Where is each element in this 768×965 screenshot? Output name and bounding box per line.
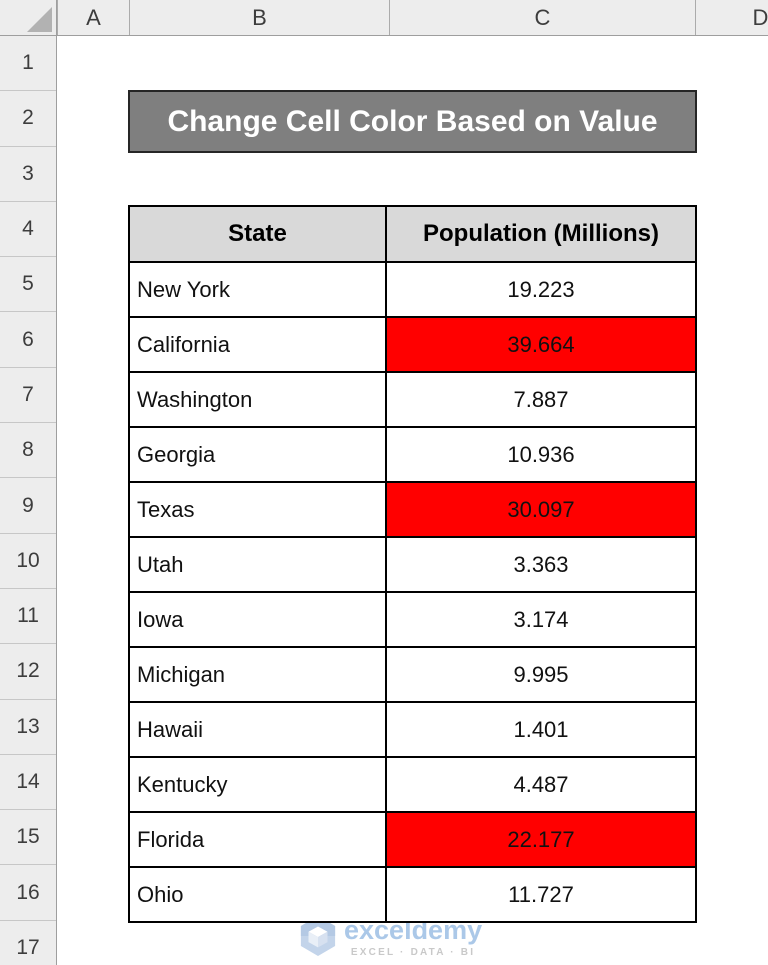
population-cell[interactable]: 10.936 [507, 441, 575, 467]
column-header-c[interactable]: C [389, 0, 695, 35]
table-row: Texas 30.097 [130, 481, 695, 536]
population-cell[interactable]: 22.177 [387, 813, 695, 866]
table-row: Iowa 3.174 [130, 591, 695, 646]
row-header-4[interactable]: 4 [0, 202, 56, 258]
state-cell[interactable]: Iowa [130, 593, 387, 646]
row-header-column: 1 2 3 4 5 6 7 8 9 10 11 12 13 14 15 16 1… [0, 36, 57, 965]
row-header-11[interactable]: 11 [0, 589, 56, 645]
table-row: Florida 22.177 [130, 811, 695, 866]
row-header-8[interactable]: 8 [0, 423, 56, 479]
population-column-header-cell[interactable]: Population (Millions) [387, 207, 695, 261]
row-header-10[interactable]: 10 [0, 534, 56, 589]
row-header-1[interactable]: 1 [0, 36, 56, 92]
population-cell[interactable]: 9.995 [513, 661, 569, 687]
row-header-6[interactable]: 6 [0, 312, 56, 368]
row-header-15[interactable]: 15 [0, 810, 56, 866]
state-cell[interactable]: Hawaii [130, 703, 387, 756]
column-header-bar: A B C D [0, 0, 768, 36]
title-banner[interactable]: Change Cell Color Based on Value [128, 90, 697, 153]
population-cell[interactable]: 7.887 [513, 386, 569, 412]
row-header-3[interactable]: 3 [0, 147, 56, 202]
row-header-9[interactable]: 9 [0, 478, 56, 534]
state-column-header-cell[interactable]: State [130, 207, 387, 261]
state-cell[interactable]: Michigan [130, 648, 387, 701]
row-header-7[interactable]: 7 [0, 368, 56, 424]
row-header-14[interactable]: 14 [0, 755, 56, 811]
title-banner-text: Change Cell Color Based on Value [167, 104, 658, 138]
state-cell[interactable]: Utah [130, 538, 387, 591]
table-header-row: State Population (Millions) [130, 207, 695, 261]
row-header-13[interactable]: 13 [0, 700, 56, 755]
row-header-2[interactable]: 2 [0, 91, 56, 147]
state-cell[interactable]: Ohio [130, 868, 387, 921]
state-cell[interactable]: Kentucky [130, 758, 387, 811]
table-row: Hawaii 1.401 [130, 701, 695, 756]
watermark-tagline: EXCEL · DATA · BI [350, 947, 476, 958]
table-row: Ohio 11.727 [130, 866, 695, 921]
population-cell[interactable]: 19.223 [507, 276, 575, 302]
population-cell[interactable]: 3.363 [513, 551, 569, 577]
state-cell[interactable]: Texas [130, 483, 387, 536]
row-header-12[interactable]: 12 [0, 644, 56, 700]
table-row: New York 19.223 [130, 261, 695, 316]
row-header-17[interactable]: 17 [0, 921, 56, 965]
select-all-triangle-icon [27, 7, 52, 32]
table-row: Kentucky 4.487 [130, 756, 695, 811]
table-row: Georgia 10.936 [130, 426, 695, 481]
select-all-button[interactable] [0, 0, 57, 35]
exceldemy-cube-icon [300, 916, 336, 956]
state-cell[interactable]: Florida [130, 813, 387, 866]
state-cell[interactable]: Washington [130, 373, 387, 426]
row-header-16[interactable]: 16 [0, 865, 56, 921]
table-row: Michigan 9.995 [130, 646, 695, 701]
table-row: Utah 3.363 [130, 536, 695, 591]
state-cell[interactable]: California [130, 318, 387, 371]
state-cell[interactable]: New York [130, 263, 387, 316]
row-header-5[interactable]: 5 [0, 257, 56, 313]
table-row: California 39.664 [130, 316, 695, 371]
population-cell[interactable]: 1.401 [513, 716, 569, 742]
population-cell[interactable]: 11.727 [508, 881, 574, 907]
state-cell[interactable]: Georgia [130, 428, 387, 481]
column-header-d[interactable]: D [695, 0, 768, 35]
population-cell[interactable]: 3.174 [513, 606, 569, 632]
state-population-table: State Population (Millions) New York 19.… [128, 205, 697, 923]
column-header-a[interactable]: A [57, 0, 129, 35]
population-cell[interactable]: 4.487 [513, 771, 569, 797]
table-row: Washington 7.887 [130, 371, 695, 426]
population-cell[interactable]: 39.664 [387, 318, 695, 371]
column-header-b[interactable]: B [129, 0, 389, 35]
population-cell[interactable]: 30.097 [387, 483, 695, 536]
